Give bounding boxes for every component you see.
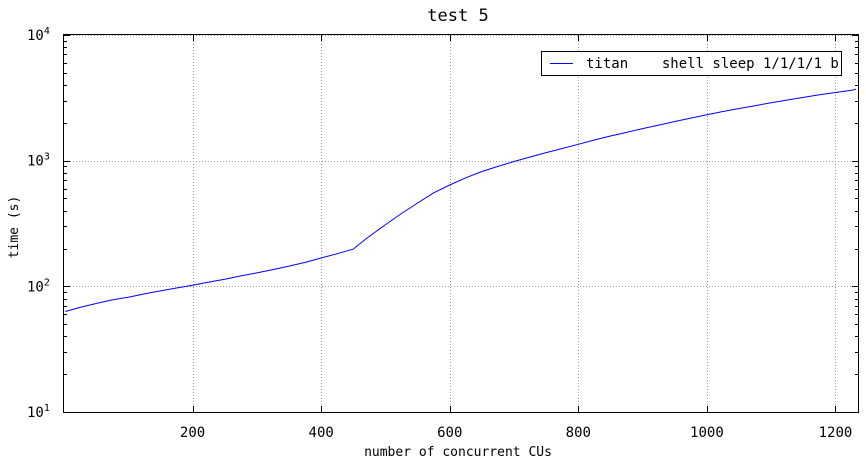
y-tick-label: 102 — [27, 277, 50, 295]
y-tick-exponent: 1 — [44, 403, 50, 414]
x-axis-label: number of concurrent CUs — [364, 445, 552, 460]
axis-ticks — [64, 35, 858, 413]
y-tick-exponent: 3 — [44, 152, 50, 163]
x-tick-label: 1200 — [819, 425, 853, 441]
x-tick-label: 200 — [180, 425, 205, 441]
x-tick-labels: 200 400 600 800 1000 1200 — [180, 425, 852, 441]
chart-title: test 5 — [427, 6, 488, 26]
legend-series-label: titan shell sleep 1/1/1/1 b — [586, 56, 839, 72]
x-tick-label: 1000 — [690, 425, 724, 441]
series-layer — [65, 88, 857, 312]
y-tick-exponent: 4 — [44, 26, 50, 37]
y-axis-label: time (s) — [7, 196, 22, 259]
plot-frame — [63, 34, 859, 413]
x-tick-label: 800 — [566, 425, 591, 441]
y-tick-exponent: 2 — [44, 277, 50, 288]
y-tick-base: 10 — [27, 154, 44, 170]
grid-lines — [64, 35, 858, 413]
series-line-0 — [65, 88, 857, 312]
y-tick-label: 101 — [27, 403, 50, 421]
y-tick-label: 104 — [27, 26, 50, 44]
x-tick-label: 400 — [309, 425, 334, 441]
legend-box — [541, 51, 842, 76]
y-tick-base: 10 — [27, 28, 44, 44]
x-tick-label: 600 — [437, 425, 462, 441]
y-tick-base: 10 — [27, 405, 44, 421]
legend: titan shell sleep 1/1/1/1 b — [541, 51, 842, 76]
y-tick-base: 10 — [27, 279, 44, 295]
y-tick-label: 103 — [27, 152, 50, 170]
